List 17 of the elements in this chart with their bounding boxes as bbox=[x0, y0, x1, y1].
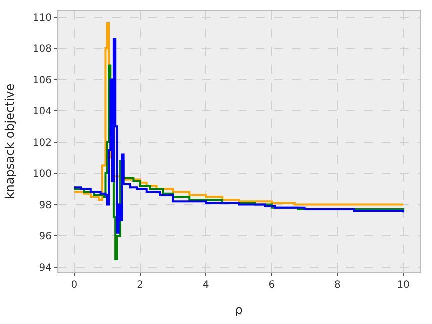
y-tick-label: 100 bbox=[32, 169, 52, 180]
y-tick-label: 102 bbox=[32, 138, 52, 149]
y-tick-label: 106 bbox=[32, 75, 52, 86]
y-tick-label: 98 bbox=[39, 200, 52, 212]
y-tick-label: 94 bbox=[39, 262, 52, 274]
y-axis-title: knapsack objective bbox=[3, 84, 18, 200]
x-tick-label: 0 bbox=[71, 280, 78, 291]
x-tick-label: 6 bbox=[268, 280, 276, 291]
y-tick-label: 104 bbox=[32, 106, 52, 118]
y-tick-label: 96 bbox=[39, 232, 52, 243]
y-tick-label: 108 bbox=[32, 44, 52, 56]
x-tick-label: 10 bbox=[397, 280, 410, 291]
x-tick-label: 4 bbox=[202, 280, 210, 291]
x-tick-label: 8 bbox=[334, 280, 341, 291]
x-tick-label: 2 bbox=[137, 280, 144, 291]
x-axis-title: ρ bbox=[235, 302, 243, 317]
y-tick-label: 110 bbox=[32, 12, 52, 24]
